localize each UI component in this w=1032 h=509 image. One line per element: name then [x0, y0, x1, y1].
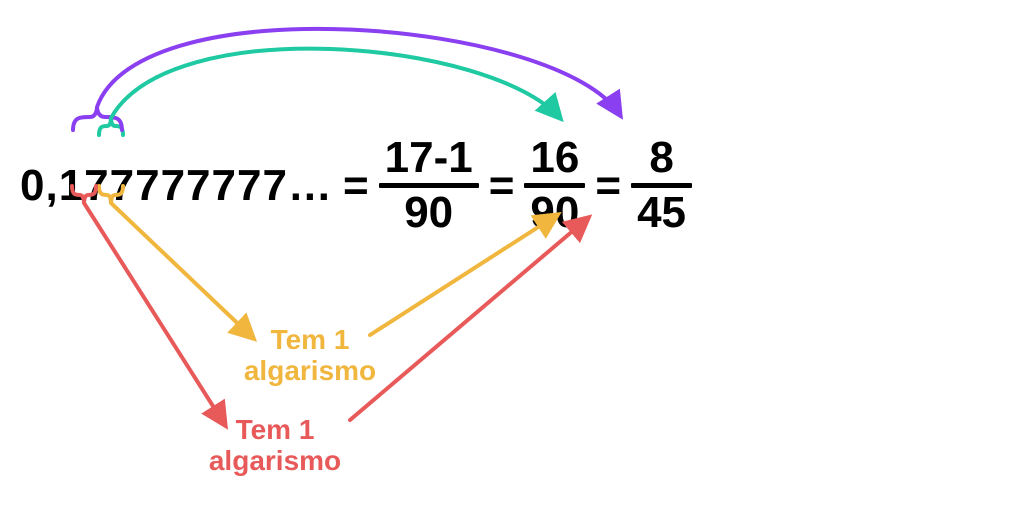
fraction-2-num: 16 — [524, 135, 585, 181]
equals-3: = — [595, 161, 621, 211]
brace-teal — [99, 118, 123, 135]
fraction-1-den: 90 — [398, 190, 459, 236]
annotation-orange: Tem 1 algarismo — [230, 325, 390, 387]
annotation-orange-line2: algarismo — [244, 355, 376, 386]
arc-teal — [111, 49, 560, 118]
svg-overlay — [0, 0, 1032, 509]
annotation-red-line2: algarismo — [209, 445, 341, 476]
equals-2: = — [489, 161, 515, 211]
arrow-red-to-zero — [350, 218, 588, 420]
fraction-3-den: 45 — [631, 190, 692, 236]
fraction-2: 16 90 — [524, 135, 585, 236]
fraction-3-num: 8 — [643, 135, 679, 181]
brace-purple — [73, 107, 122, 130]
decimal-value: 0,177777777… — [20, 161, 333, 211]
annotation-orange-line1: Tem 1 — [271, 324, 350, 355]
annotation-red: Tem 1 algarismo — [195, 415, 355, 477]
fraction-1-num: 17-1 — [379, 135, 479, 181]
fraction-1: 17-1 90 — [379, 135, 479, 236]
arc-purple — [97, 29, 620, 115]
fraction-3: 8 45 — [631, 135, 692, 236]
fraction-2-den: 90 — [524, 190, 585, 236]
equation-row: 0,177777777… = 17-1 90 = 16 90 = 8 45 — [20, 135, 692, 236]
annotation-red-line1: Tem 1 — [236, 414, 315, 445]
equals-1: = — [343, 161, 369, 211]
diagram-canvas: 0,177777777… = 17-1 90 = 16 90 = 8 45 Te… — [0, 0, 1032, 509]
